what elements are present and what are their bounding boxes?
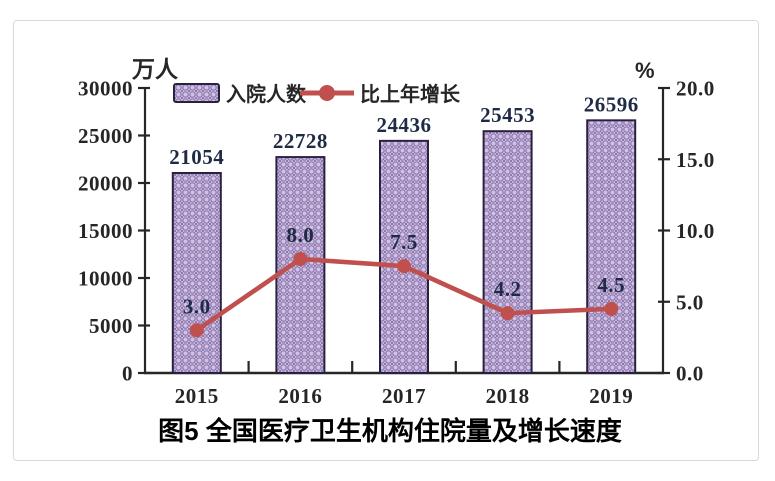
bar-value-label: 21054 [169,145,224,169]
left-axis-tick-label: 20000 [78,172,133,196]
line-value-label: 7.5 [390,230,418,254]
chart-caption: 图5 全国医疗卫生机构住院量及增长速度 [158,416,622,446]
right-axis-tick-label: 10.0 [676,219,715,243]
line-marker-2018 [500,306,515,321]
line-marker-2017 [397,259,411,274]
line-group [189,252,619,338]
left-axis-unit-label: 万人 [132,56,179,82]
left-axis-tick-label: 5000 [89,314,133,338]
right-axis-unit-label: % [635,58,655,83]
bar-2018 [482,130,533,374]
legend-bar-label: 入院人数 [226,82,307,106]
right-axis-tick-label: 5.0 [676,290,704,314]
legend-line-label: 比上年增长 [360,82,461,106]
x-axis-category-label: 2019 [589,384,633,408]
x-axis-category-label: 2018 [486,384,530,408]
x-axis-category-label: 2016 [278,384,322,408]
bar-value-label: 26596 [584,92,639,116]
left-axis-tick-label: 30000 [78,77,133,101]
right-axis-tick-label: 0.0 [676,362,704,386]
bar-value-label: 24436 [377,113,432,137]
axes-group [138,86,670,375]
line-marker-2019 [604,301,619,316]
legend-bar-swatch-icon [173,83,220,103]
legend: 入院人数 比上年增长 [173,82,461,106]
bar-2019 [586,119,637,374]
bars-group [171,119,637,374]
bar-2015 [171,171,222,374]
bar-2017 [379,139,429,374]
line-value-label: 4.2 [494,277,522,301]
right-axis-tick-label: 20.0 [676,77,715,101]
left-axis-tick-label: 15000 [78,219,133,243]
line-marker-2016 [293,252,308,266]
line-marker-2015 [189,323,204,338]
x-axis-category-label: 2017 [382,384,426,408]
line-value-label: 8.0 [287,223,315,247]
left-axis-tick-label: 0 [122,362,133,386]
left-axis-tick-label: 10000 [78,267,133,291]
line-value-label: 4.5 [597,273,625,297]
value-labels-group: 21054 22728 24436 25453 26596 3.0 8.0 7.5 4.2 4.5 [169,92,638,318]
line-value-label: 3.0 [183,294,211,318]
legend-line-marker-icon [319,85,335,101]
right-axis-tick-label: 15.0 [676,148,715,172]
tick-labels-group: 0 5000 10000 15000 20000 25000 30000 0.0 5.0 10.0… [78,77,715,409]
bar-value-label: 22728 [273,129,328,153]
bar-value-label: 25453 [480,103,535,127]
left-axis-tick-label: 25000 [78,124,133,148]
x-axis-category-label: 2015 [175,384,219,408]
